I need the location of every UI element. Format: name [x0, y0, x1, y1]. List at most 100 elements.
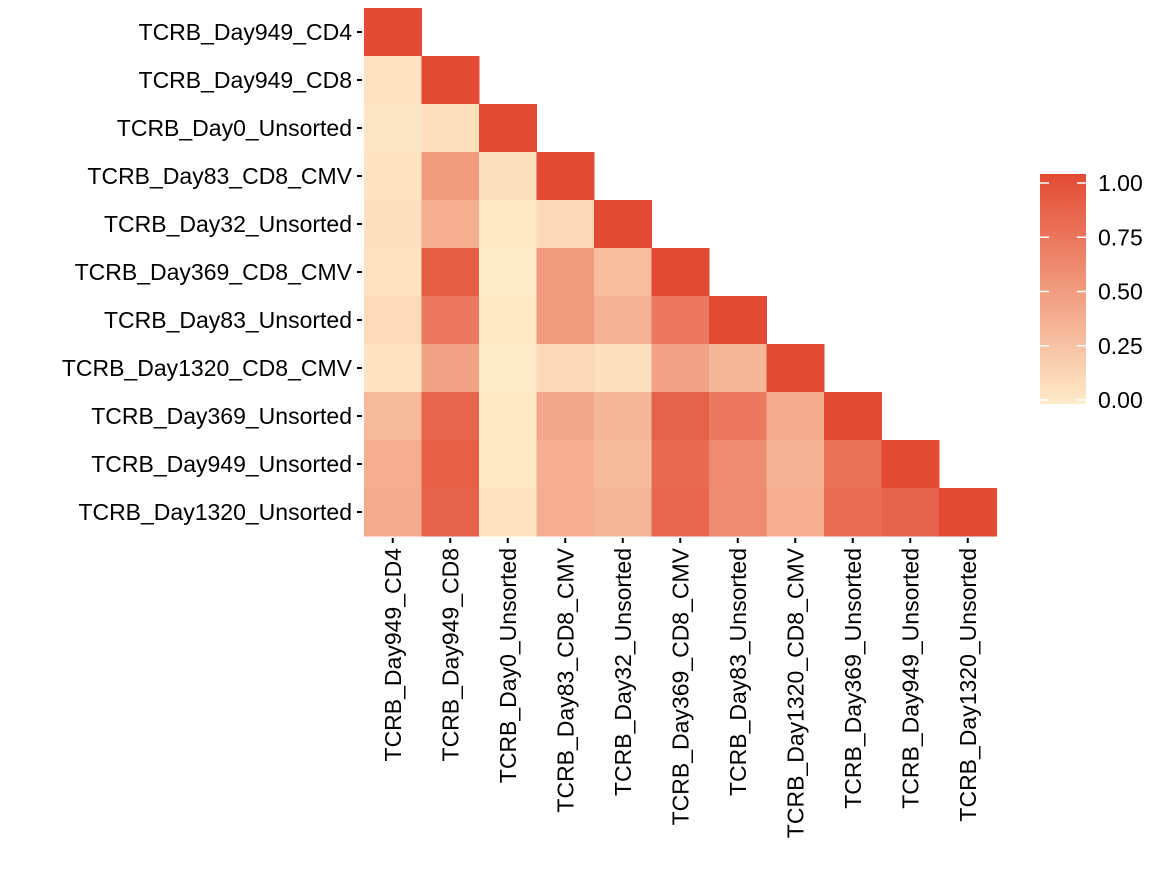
heatmap-cell	[479, 296, 537, 345]
heatmap-cell	[536, 344, 595, 393]
heatmap-cell	[479, 152, 537, 201]
heatmap-cell	[479, 344, 537, 393]
heatmap-cell	[479, 200, 537, 249]
heatmap-cell	[651, 440, 710, 489]
heatmap-cell	[709, 296, 767, 345]
heatmap-cell	[766, 488, 825, 537]
heatmap-cell	[536, 488, 595, 537]
heatmap-cell	[479, 248, 537, 297]
heatmap-cell	[421, 152, 480, 201]
heatmap-cell	[881, 440, 940, 489]
y-tick-label: TCRB_Day1320_CD8_CMV	[62, 355, 353, 381]
heatmap-cell	[536, 200, 595, 249]
color-legend: 0.00 0.25 0.50 0.75 1.00	[1040, 170, 1143, 413]
heatmap-cell	[364, 488, 422, 537]
heatmap-cell	[421, 488, 480, 537]
legend-ticks: 0.00 0.25 0.50 0.75 1.00	[1040, 170, 1143, 413]
heatmap-cell	[594, 200, 652, 249]
heatmap-cell	[421, 248, 480, 297]
heatmap-cell	[364, 152, 422, 201]
heatmap-cell	[364, 440, 422, 489]
heatmap-cell	[594, 488, 652, 537]
y-tick-label: TCRB_Day369_CD8_CMV	[75, 259, 353, 285]
heatmap-cell	[479, 392, 537, 441]
legend-tick-label: 0.00	[1098, 387, 1143, 413]
heatmap-cell	[479, 104, 537, 153]
y-tick-label: TCRB_Day83_CD8_CMV	[87, 163, 352, 189]
heatmap-cell	[479, 440, 537, 489]
heatmap-cell	[651, 392, 710, 441]
heatmap-cell	[421, 56, 480, 105]
x-tick-label: TCRB_Day949_CD8	[437, 548, 463, 761]
heatmap-cell	[421, 296, 480, 345]
y-tick-label: TCRB_Day369_Unsorted	[91, 403, 352, 429]
heatmap-cell	[766, 440, 825, 489]
x-tick-label: TCRB_Day949_Unsorted	[897, 548, 923, 809]
y-tick-label: TCRB_Day949_CD4	[139, 19, 353, 45]
heatmap-cell	[364, 104, 422, 153]
heatmap-cell	[364, 200, 422, 249]
y-tick-label: TCRB_Day32_Unsorted	[104, 211, 352, 237]
heatmap-cell	[594, 392, 652, 441]
heatmap-cells	[364, 8, 997, 537]
heatmap-cell	[536, 152, 595, 201]
heatmap-cell	[536, 296, 595, 345]
heatmap-cell	[364, 392, 422, 441]
heatmap-cell	[479, 488, 537, 537]
x-tick-label: TCRB_Day1320_Unsorted	[955, 548, 981, 822]
heatmap-cell	[536, 248, 595, 297]
heatmap-cell	[364, 56, 422, 105]
heatmap-cell	[364, 296, 422, 345]
legend-tick-label: 0.25	[1098, 333, 1143, 359]
y-tick-label: TCRB_Day949_Unsorted	[91, 451, 352, 477]
legend-tick-label: 0.50	[1098, 279, 1143, 305]
heatmap-cell	[594, 440, 652, 489]
heatmap-cell	[881, 488, 940, 537]
heatmap-cell	[824, 488, 882, 537]
heatmap-cell	[709, 488, 767, 537]
x-axis: TCRB_Day949_CD4 TCRB_Day949_CD8 TCRB_Day0_…	[380, 538, 981, 838]
heatmap-cell	[421, 344, 480, 393]
heatmap-cell	[709, 440, 767, 489]
heatmap-cell	[651, 488, 710, 537]
heatmap-cell	[594, 248, 652, 297]
heatmap-cell	[709, 344, 767, 393]
heatmap-cell	[421, 104, 480, 153]
legend-tick-label: 0.75	[1098, 224, 1143, 250]
heatmap-cell	[939, 488, 997, 537]
heatmap-cell	[364, 248, 422, 297]
y-axis: TCRB_Day949_CD4 TCRB_Day949_CD8 TCRB_Day0_…	[62, 19, 362, 525]
legend-colorbar	[1040, 174, 1086, 404]
y-tick-label: TCRB_Day0_Unsorted	[117, 115, 352, 141]
x-tick-label: TCRB_Day369_CD8_CMV	[667, 547, 693, 825]
heatmap-cell	[421, 440, 480, 489]
heatmap-cell	[824, 440, 882, 489]
legend-tick-label: 1.00	[1098, 170, 1143, 196]
heatmap-cell	[594, 344, 652, 393]
heatmap-cell	[651, 344, 710, 393]
x-tick-label: TCRB_Day32_Unsorted	[610, 548, 636, 796]
x-tick-label: TCRB_Day1320_CD8_CMV	[782, 547, 808, 838]
heatmap-cell	[364, 8, 422, 57]
heatmap-cell	[709, 392, 767, 441]
x-tick-label: TCRB_Day0_Unsorted	[495, 548, 521, 783]
y-tick-label: TCRB_Day83_Unsorted	[104, 307, 352, 333]
heatmap-cell	[766, 392, 825, 441]
heatmap-cell	[594, 296, 652, 345]
heatmap-cell	[766, 344, 825, 393]
heatmap-cell	[651, 248, 710, 297]
heatmap-cell	[421, 392, 480, 441]
heatmap-cell	[651, 296, 710, 345]
heatmap-cell	[364, 344, 422, 393]
x-tick-label: TCRB_Day369_Unsorted	[840, 548, 866, 809]
heatmap-cell	[824, 392, 882, 441]
y-tick-label: TCRB_Day949_CD8	[139, 67, 352, 93]
x-tick-label: TCRB_Day949_CD4	[380, 548, 406, 762]
x-tick-label: TCRB_Day83_CD8_CMV	[552, 547, 578, 812]
y-tick-label: TCRB_Day1320_Unsorted	[78, 499, 352, 525]
x-tick-label: TCRB_Day83_Unsorted	[725, 548, 751, 796]
heatmap-cell	[536, 440, 595, 489]
heatmap-cell	[536, 392, 595, 441]
heatmap-cell	[421, 200, 480, 249]
